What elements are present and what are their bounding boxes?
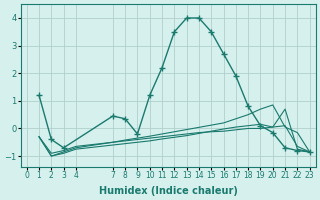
X-axis label: Humidex (Indice chaleur): Humidex (Indice chaleur) xyxy=(99,186,238,196)
